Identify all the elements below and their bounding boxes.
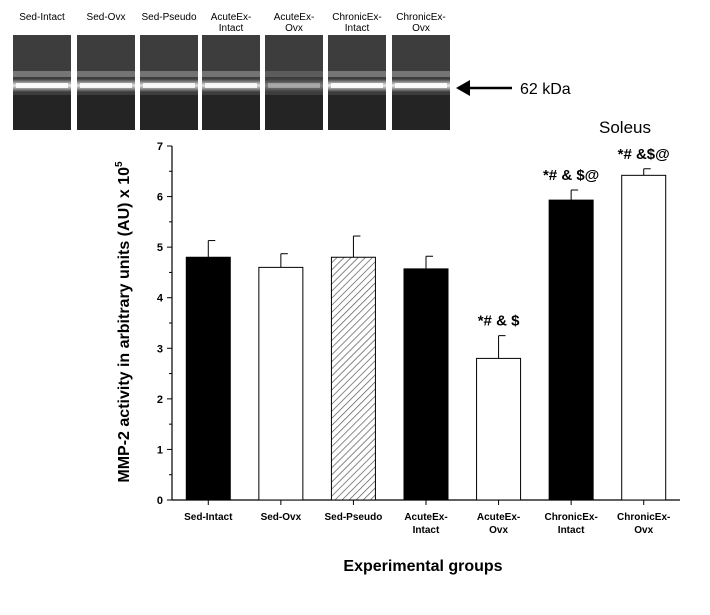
bar	[330, 256, 376, 501]
blot-lane-label: Sed-Intact	[19, 12, 65, 23]
blot-lane-label: ChronicEx-Intact	[332, 12, 381, 34]
y-axis-title-text: MMP-2 activity in arbitrary units (AU) x…	[116, 167, 133, 483]
bar	[548, 199, 594, 501]
y-tick-label: 1	[157, 444, 163, 456]
significance-label: *# & $	[478, 313, 520, 330]
marker-arrow	[456, 80, 512, 96]
blot-lane	[202, 35, 260, 130]
y-tick-label: 6	[157, 192, 163, 204]
bar	[476, 357, 522, 501]
x-axis-title: Experimental groups	[343, 558, 502, 575]
blot-lane-label: ChronicEx-Ovx	[396, 12, 445, 34]
blot-lane	[77, 35, 135, 130]
x-tick-label: Sed-Ovx	[261, 512, 302, 523]
blot-lane	[13, 35, 71, 130]
x-tick-label: ChronicEx-Ovx	[617, 512, 670, 536]
bar-chart: 0 1 2 3 4 5 6 7 Sed-Intact Sed-Ovx Sed-Pseudo Acute…	[157, 141, 680, 536]
marker-label: 62 kDa	[520, 81, 571, 98]
y-tick-label: 5	[157, 242, 163, 254]
significance-label: *# &$@	[618, 146, 670, 163]
y-tick-label: 2	[157, 394, 163, 406]
x-tick-label: ChronicEx-Intact	[544, 512, 597, 536]
y-tick-label: 4	[157, 293, 164, 305]
y-axis-title: MMP-2 activity in arbitrary units (AU) x…	[114, 161, 133, 483]
chart-title: Soleus	[599, 118, 651, 137]
bar	[621, 174, 667, 501]
x-tick-label: Sed-Intact	[184, 512, 233, 523]
x-tick-label: AcuteEx-Intact	[404, 512, 447, 536]
bar	[185, 256, 231, 501]
y-tick-label: 7	[157, 141, 163, 153]
significance-label: *# & $@	[543, 167, 599, 184]
blot-lane-label: AcuteEx-Ovx	[274, 12, 315, 34]
y-tick-label: 0	[157, 495, 163, 507]
bar	[258, 266, 304, 501]
blot-lane	[265, 35, 323, 130]
bar	[403, 268, 449, 501]
x-tick-label: AcuteEx-Ovx	[477, 512, 520, 536]
blot-lane-label: Sed-Pseudo	[141, 12, 196, 23]
blot-lane	[328, 35, 386, 130]
blot-lane	[392, 35, 450, 130]
y-axis-title-superscript: 5	[114, 161, 125, 167]
blot-panel: Sed-Intact Sed-Ovx Sed-Pseudo AcuteEx-Intac…	[13, 12, 450, 130]
x-tick-label: Sed-Pseudo	[325, 512, 383, 523]
blot-lane	[140, 35, 198, 130]
y-tick-label: 3	[157, 343, 163, 355]
blot-lane-label: Sed-Ovx	[87, 12, 126, 23]
blot-lane-label: AcuteEx-Intact	[211, 12, 252, 34]
